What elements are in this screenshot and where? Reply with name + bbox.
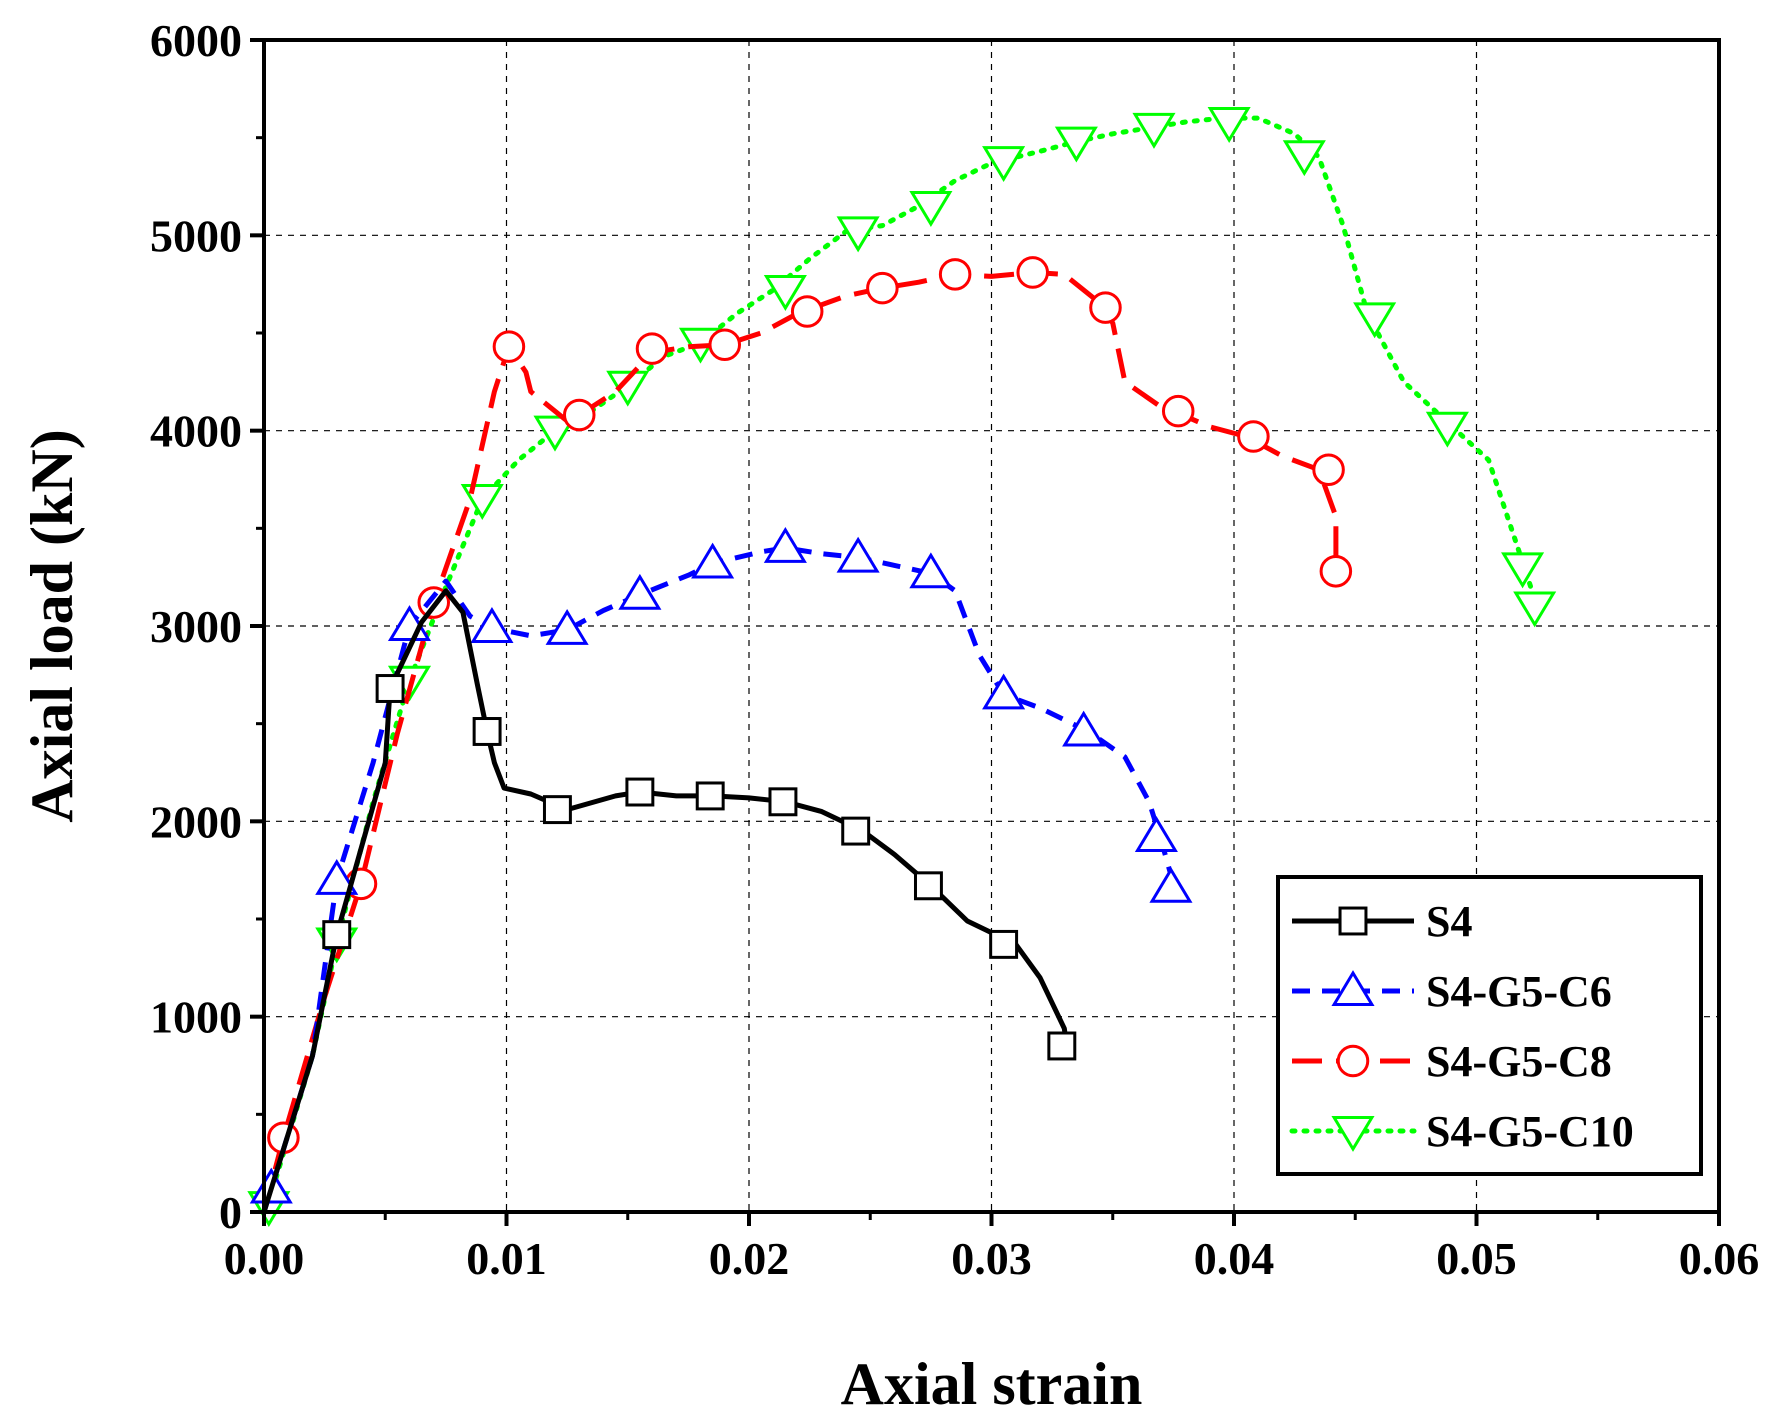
x-tick-label: 0.00	[224, 1233, 305, 1284]
data-point-s4	[841, 816, 871, 846]
legend-item-s4-g5-c6: S4-G5-C6	[1292, 967, 1612, 1016]
data-point-s4-g5-c8	[1016, 256, 1049, 289]
data-point-s4-g5-c10	[909, 191, 953, 227]
data-point-s4	[768, 787, 798, 817]
data-point-s4-g5-c6	[315, 859, 359, 895]
data-point-s4-g5-c10	[1132, 112, 1176, 149]
y-tick-label: 6000	[150, 15, 242, 66]
data-point-s4-g5-c10	[1425, 411, 1469, 448]
data-point-s4-g5-c10	[982, 146, 1026, 183]
data-point-s4	[322, 920, 352, 950]
data-point-s4-g5-c8	[1161, 394, 1195, 428]
data-point-s4-g5-c10	[1513, 591, 1557, 628]
legend-marker-s4-g5-c6	[1331, 970, 1375, 1006]
data-point-s4-g5-c10	[533, 415, 577, 452]
legend-marker-s4-g5-c10	[1331, 1116, 1375, 1152]
series-s4-g5-c6	[249, 526, 1193, 1213]
data-point-s4-g5-c10	[1501, 552, 1545, 589]
data-point-s4-g5-c10	[1282, 140, 1326, 177]
data-point-s4-g5-c6	[691, 542, 735, 579]
x-tick-label: 0.01	[466, 1233, 547, 1284]
series-group	[247, 107, 1557, 1228]
data-point-s4-g5-c8	[1237, 420, 1270, 453]
legend-items: S4 S4-G5-C6 S4-G5-C8 S4-G5-C10	[1289, 897, 1634, 1156]
data-point-s4	[989, 929, 1019, 959]
legend-item-s4-g5-c8: S4-G5-C8	[1292, 1037, 1612, 1086]
legend-item-s4: S4	[1292, 897, 1472, 946]
x-tick-label: 0.06	[1679, 1233, 1760, 1284]
data-point-s4-g5-c6	[836, 536, 880, 573]
data-point-s4	[695, 781, 725, 811]
tick-labels: 0.00 0.01 0.02 0.03 0.04 0.05 0.06 0 1000 2000 300…	[150, 15, 1759, 1284]
data-point-s4	[625, 777, 655, 807]
legend-marker-s4-g5-c8	[1336, 1044, 1370, 1078]
series-line-s4	[261, 588, 1070, 1213]
data-point-s4	[472, 717, 502, 746]
y-tick-label: 5000	[150, 210, 242, 261]
data-point-s4-g5-c8	[866, 271, 899, 305]
data-point-s4-g5-c6	[763, 526, 807, 563]
data-point-s4	[1047, 1031, 1077, 1061]
data-point-s4-g5-c6	[982, 673, 1026, 710]
x-tick-label: 0.04	[1194, 1233, 1275, 1284]
legend: S4 S4-G5-C6 S4-G5-C8 S4-G5-C10	[1276, 875, 1703, 1176]
data-point-s4-g5-c6	[909, 552, 953, 589]
data-point-s4-g5-c6	[618, 573, 662, 610]
data-point-s4-g5-c10	[763, 275, 807, 311]
y-tick-label: 4000	[150, 406, 242, 457]
y-tick-label: 2000	[150, 796, 242, 847]
x-axis-title: Axial strain	[841, 1351, 1143, 1417]
x-tick-label: 0.03	[951, 1233, 1032, 1284]
y-tick-label: 3000	[150, 601, 242, 652]
legend-label-s4: S4	[1426, 897, 1472, 946]
data-point-s4-g5-c6	[1134, 816, 1178, 852]
data-point-s4-g5-c8	[1312, 453, 1345, 486]
data-point-s4-g5-c6	[470, 607, 514, 643]
data-point-s4-g5-c6	[1149, 866, 1193, 903]
data-point-s4-g5-c10	[1207, 107, 1251, 143]
data-point-s4-g5-c8	[938, 258, 972, 291]
data-point-s4-g5-c8	[492, 330, 526, 363]
data-point-s4-g5-c10	[836, 216, 880, 253]
data-point-s4-g5-c10	[1054, 126, 1098, 163]
data-point-s4	[913, 871, 943, 901]
legend-item-s4-g5-c10: S4-G5-C10	[1289, 1107, 1634, 1156]
legend-label-s4-g5-c6: S4-G5-C6	[1426, 967, 1612, 1016]
y-tick-label: 1000	[150, 992, 242, 1043]
series-line-s4-g5-c10	[261, 115, 1540, 1215]
data-point-s4	[542, 795, 572, 825]
data-point-s4-g5-c8	[1319, 555, 1353, 588]
x-tick-label: 0.05	[1436, 1233, 1517, 1284]
axis-ticks	[250, 38, 1721, 1226]
data-point-s4-g5-c6	[545, 608, 589, 645]
series-line-s4-g5-c6	[261, 545, 1176, 1213]
series-s4-g5-c8	[261, 256, 1353, 1213]
x-tick-label: 0.02	[709, 1233, 790, 1284]
legend-marker-s4	[1338, 906, 1368, 936]
data-point-s4-g5-c10	[1353, 302, 1397, 339]
data-point-s4-g5-c6	[1062, 710, 1106, 747]
legend-label-s4-g5-c10: S4-G5-C10	[1426, 1107, 1634, 1156]
legend-label-s4-g5-c8: S4-G5-C8	[1426, 1037, 1612, 1086]
data-point-s4	[375, 674, 405, 703]
y-tick-label: 0	[219, 1187, 242, 1238]
data-point-s4-g5-c8	[635, 332, 669, 365]
data-point-s4-g5-c8	[1089, 291, 1122, 324]
data-point-s4-g5-c8	[790, 295, 824, 328]
y-axis-title: Axial load (kN)	[19, 429, 85, 822]
series-s4	[261, 588, 1077, 1213]
data-point-s4-g5-c8	[562, 398, 596, 432]
data-point-s4-g5-c8	[708, 328, 742, 361]
